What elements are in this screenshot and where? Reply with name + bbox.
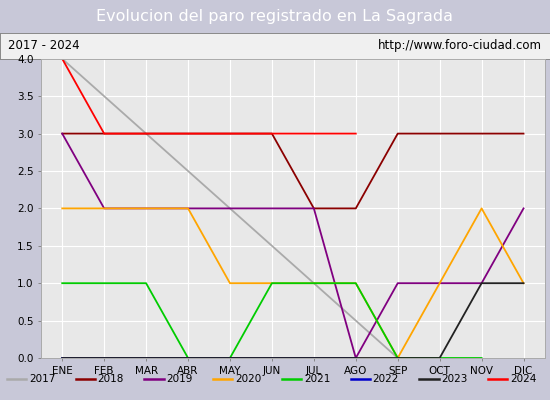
Text: 2019: 2019 (166, 374, 192, 384)
Text: Evolucion del paro registrado en La Sagrada: Evolucion del paro registrado en La Sagr… (96, 9, 454, 24)
Text: 2022: 2022 (373, 374, 399, 384)
Text: 2020: 2020 (235, 374, 261, 384)
Text: 2017: 2017 (29, 374, 55, 384)
Text: 2021: 2021 (304, 374, 330, 384)
Text: 2023: 2023 (441, 374, 468, 384)
Text: 2017 - 2024: 2017 - 2024 (8, 39, 80, 52)
Text: 2018: 2018 (98, 374, 124, 384)
Text: http://www.foro-ciudad.com: http://www.foro-ciudad.com (378, 39, 542, 52)
Text: 2024: 2024 (510, 374, 536, 384)
